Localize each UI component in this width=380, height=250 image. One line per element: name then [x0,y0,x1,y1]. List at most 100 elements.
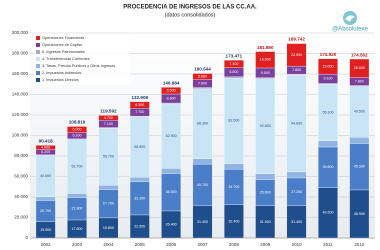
bar-segment [129,176,150,182]
legend-label: Operaciones de Capital [42,43,82,47]
total-label: 174.562 [351,52,368,57]
total-label: 189.742 [288,37,305,42]
legend-swatch [36,43,40,47]
legend-swatch [36,50,40,54]
value-label: 27.200 [291,190,302,194]
bar-segment [349,136,370,144]
bar-segment [223,163,244,170]
total-label: 181.890 [257,45,274,50]
value-label: 7.800 [355,79,364,83]
value-label: 34.700 [228,185,239,189]
value-label: 4.700 [104,116,113,120]
value-label: 68.300 [197,122,208,126]
legend-swatch [36,78,40,82]
value-label: 49.200 [322,211,333,215]
value-label: 7.700 [135,110,144,114]
total-label: 146.984 [163,81,180,86]
value-label: 22.500 [134,224,145,228]
value-label: 6.000 [73,128,82,132]
y-tick-label: 180.000 [12,51,29,56]
bar-segment [129,101,150,109]
value-label: 4.000 [41,145,50,149]
value-label: 15.900 [40,228,51,232]
bar-segment [67,126,87,133]
value-label: 8.800 [167,96,176,100]
bar-segment [35,145,56,150]
value-label: 92.800 [260,124,271,128]
total-label: 173.471 [226,53,243,58]
y-tick-label: 20.000 [14,215,28,220]
legend-label: Operaciones Financieras [42,36,84,40]
value-label: 40.600 [40,174,51,178]
bar-segment [161,87,182,95]
bar-segment [98,115,119,121]
value-label: 46.900 [354,212,365,216]
chart-title: PROCEDENCIA DE INGRESOS DE LAS CC.AA. [123,5,257,11]
bar-segment [192,87,213,89]
bar-segment [255,51,276,69]
x-tick-label: 2008 [229,242,240,247]
bar-segment [318,58,338,75]
y-tick-label: 100.000 [12,133,29,138]
y-tick-label: 40.000 [14,194,28,199]
x-tick-label: 2010 [292,242,303,247]
legend-label: 4. Transferencias Corrientes [42,57,90,61]
value-label: 17.600 [72,227,83,231]
value-label: 39.600 [322,165,333,169]
legend-swatch [36,71,40,75]
value-label: 55.100 [322,110,333,114]
value-label: 5.200 [41,150,50,154]
x-tick-label: 2009 [260,242,271,247]
x-tick-label: 2003 [72,242,83,247]
value-label: 7.800 [292,68,301,72]
x-tick-label: 2007 [197,242,208,247]
legend-label: 5. Ingresos Patrimoniales [42,50,85,54]
value-label: 15.000 [322,64,333,68]
x-tick-label: 2012 [354,242,365,247]
x-tick-label: 2004 [103,242,114,247]
value-label: 26.400 [166,222,177,226]
watermark-icon [343,11,357,25]
legend-swatch [36,36,40,40]
value-label: 94.600 [291,121,302,125]
value-label: 49.500 [354,110,365,114]
value-label: 20.700 [40,209,51,213]
y-tick-label: 120.000 [12,112,29,117]
legend-box [34,35,130,85]
x-tick-label: 2002 [41,242,52,247]
total-label: 132.908 [131,95,148,100]
bar-segment [286,171,307,179]
bar-segment [67,193,87,198]
legend-swatch [36,57,40,61]
value-label: 9.500 [261,71,270,75]
value-label: 32.300 [134,196,145,200]
y-tick-label: 200.000 [12,30,29,35]
y-tick-label: 140.000 [12,92,29,97]
total-label: 90.418 [39,139,53,144]
legend-label: 1. Impuestos Directos [42,78,79,82]
value-label: 6.100 [73,134,82,138]
y-tick-label: 0 [25,235,28,240]
bar-segment [349,58,370,78]
value-label: 31.400 [291,220,302,224]
value-label: 32.400 [228,219,239,223]
value-label: 5.800 [198,74,207,78]
chart-subtitle: (datos consolidados) [165,12,216,18]
legend-swatch [36,64,40,68]
value-label: 19.600 [103,226,114,230]
value-label: 21.900 [72,207,83,211]
bar-segment [318,140,338,148]
bar-segment [223,60,244,68]
value-label: 18.000 [354,66,365,70]
value-label: 40.700 [197,183,208,187]
value-label: 83.500 [228,119,239,123]
value-label: 6.500 [167,89,176,93]
watermark: @Absolutexe [332,27,368,33]
y-tick-label: 160.000 [12,71,29,76]
total-label: 160.544 [194,67,211,72]
value-label: 16.000 [260,58,271,62]
total-label: 174.920 [320,52,337,57]
bar-segment [286,43,307,67]
bar-segment [161,168,182,174]
